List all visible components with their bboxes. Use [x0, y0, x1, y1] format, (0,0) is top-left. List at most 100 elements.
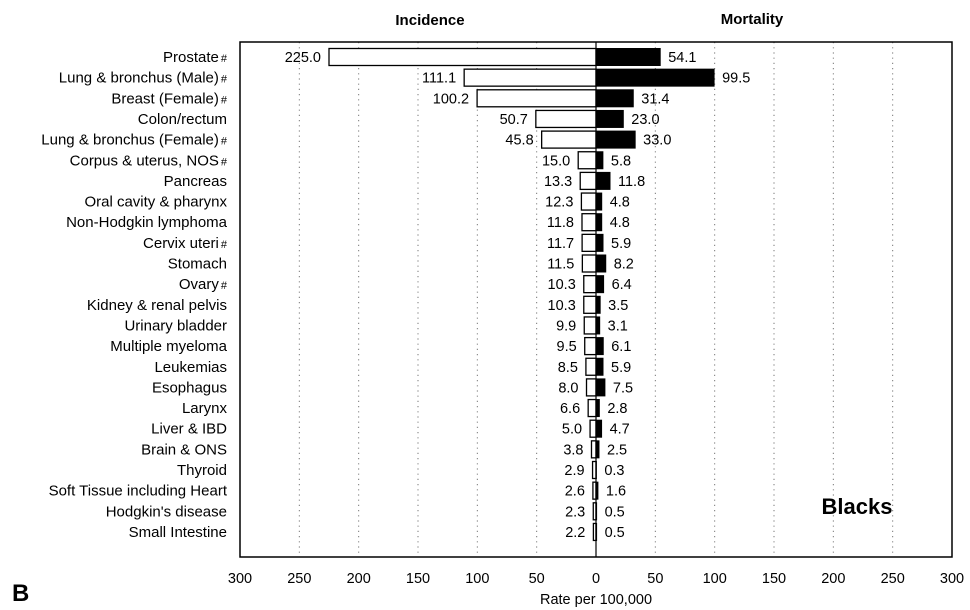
- incidence-value-label: 45.8: [505, 133, 533, 149]
- x-tick-label: 150: [406, 571, 430, 587]
- category-name: Brain & ONS: [141, 441, 227, 458]
- mortality-value-label: 2.8: [607, 401, 627, 417]
- incidence-bar: [581, 254, 597, 273]
- category-label: Kidney & renal pelvis: [87, 297, 227, 314]
- mortality-value-label: 11.8: [618, 174, 645, 190]
- category-label: Larynx: [182, 400, 228, 417]
- incidence-bar: [577, 151, 597, 170]
- mortality-value-label: 6.1: [611, 339, 631, 355]
- category-name: Kidney & renal pelvis: [87, 297, 227, 314]
- category-name: Breast (Female): [111, 90, 219, 107]
- mortality-bar: [595, 151, 604, 170]
- category-name: Lung & bronchus (Female): [41, 132, 219, 149]
- mortality-value-label: 5.8: [611, 153, 631, 169]
- mortality-bar: [595, 357, 604, 376]
- category-label: Colon/rectum: [138, 111, 227, 128]
- tick-labels: 300 250 200 150 100 50 0 50 100 150 200 250 300: [228, 571, 964, 587]
- mortality-value-label: 0.5: [605, 504, 625, 520]
- incidence-value-label: 10.3: [548, 277, 576, 293]
- category-label: Corpus & uterus, NOS #: [70, 152, 228, 169]
- hash-marker: #: [221, 280, 228, 292]
- mortality-value-label: 33.0: [643, 133, 671, 149]
- category-name: Colon/rectum: [138, 111, 227, 128]
- mortality-bar: [595, 275, 605, 294]
- incidence-bar: [584, 336, 597, 356]
- x-tick-label: 100: [465, 571, 489, 587]
- incidence-value-label: 111.1: [422, 71, 456, 87]
- x-tick-label: 300: [940, 571, 964, 587]
- hash-marker: #: [221, 94, 228, 106]
- x-tick-label: 100: [703, 571, 727, 587]
- category-name: Liver & IBD: [151, 421, 227, 438]
- incidence-value-label: 2.9: [564, 463, 584, 479]
- mortality-bar: [595, 337, 604, 356]
- incidence-value-label: 50.7: [500, 112, 528, 128]
- incidence-value-label: 11.7: [547, 236, 574, 252]
- mortality-bar: [595, 254, 607, 273]
- category-label: Soft Tissue including Heart: [49, 483, 228, 500]
- x-tick-label: 150: [762, 571, 786, 587]
- category-label: Cervix uteri #: [143, 235, 228, 252]
- category-label: Oral cavity & pharynx: [84, 194, 227, 211]
- incidence-bar: [328, 47, 597, 67]
- mortality-bar: [595, 109, 624, 128]
- mortality-value-label: 31.4: [641, 91, 669, 107]
- incidence-value-label: 2.2: [565, 525, 585, 541]
- incidence-value-label: 2.6: [565, 484, 585, 500]
- mortality-bar: [595, 192, 603, 211]
- incidence-bar: [589, 419, 597, 438]
- incidence-bar: [580, 192, 597, 211]
- incidence-value-label: 11.5: [547, 257, 574, 273]
- incidence-bar: [583, 295, 597, 314]
- category-label: Leukemias: [154, 359, 227, 376]
- mortality-header: Mortality: [721, 11, 784, 28]
- incidence-value-label: 13.3: [544, 174, 572, 190]
- incidence-bar: [585, 378, 597, 397]
- hash-marker: #: [221, 156, 228, 168]
- mortality-value-label: 4.7: [610, 422, 630, 438]
- incidence-bar: [535, 109, 597, 129]
- incidence-value-label: 8.5: [558, 360, 578, 376]
- mortality-value-label: 7.5: [613, 380, 633, 396]
- category-name: Hodgkin's disease: [106, 503, 227, 520]
- category-label: Brain & ONS: [141, 441, 227, 458]
- hash-marker: #: [221, 53, 228, 65]
- mortality-value-label: 4.8: [610, 215, 630, 231]
- incidence-bar: [581, 233, 597, 253]
- incidence-value-label: 5.0: [562, 422, 582, 438]
- category-name: Soft Tissue including Heart: [49, 483, 228, 500]
- hash-marker: #: [221, 74, 228, 86]
- incidence-bar: [583, 316, 597, 335]
- category-label: Lung & bronchus (Female) #: [41, 132, 228, 149]
- category-label: Breast (Female) #: [111, 90, 228, 107]
- x-tick-label: 0: [592, 571, 600, 587]
- mortality-bar: [595, 48, 661, 66]
- incidence-value-label: 9.5: [557, 339, 577, 355]
- category-label: Esophagus: [152, 379, 227, 396]
- mortality-value-label: 6.4: [612, 277, 632, 293]
- category-name: Non-Hodgkin lymphoma: [66, 214, 228, 231]
- category-name: Pancreas: [164, 173, 227, 190]
- category-name: Multiple myeloma: [110, 338, 227, 355]
- category-name: Oral cavity & pharynx: [84, 194, 227, 211]
- mortality-value-label: 1.6: [606, 484, 626, 500]
- mortality-value-label: 99.5: [722, 71, 750, 87]
- incidence-bar: [476, 89, 597, 108]
- category-name: Esophagus: [152, 379, 227, 396]
- category-label: Liver & IBD: [151, 421, 227, 438]
- category-label: Small Intestine: [129, 524, 227, 541]
- incidence-bar: [590, 440, 597, 459]
- incidence-value-label: 10.3: [548, 298, 576, 314]
- mortality-value-label: 5.9: [611, 236, 631, 252]
- category-labels: Prostate #Lung & bronchus (Male) #Breast (…: [41, 49, 228, 541]
- mortality-bar: [595, 89, 634, 108]
- mortality-value-label: 23.0: [631, 112, 659, 128]
- mortality-bar: [595, 130, 636, 149]
- category-name: Ovary: [179, 276, 220, 293]
- incidence-bar: [581, 213, 597, 232]
- category-label: Pancreas: [164, 173, 227, 190]
- mortality-value-label: 3.5: [608, 298, 628, 314]
- x-tick-label: 300: [228, 571, 252, 587]
- category-name: Corpus & uterus, NOS: [70, 152, 219, 169]
- mortality-bar: [595, 171, 611, 190]
